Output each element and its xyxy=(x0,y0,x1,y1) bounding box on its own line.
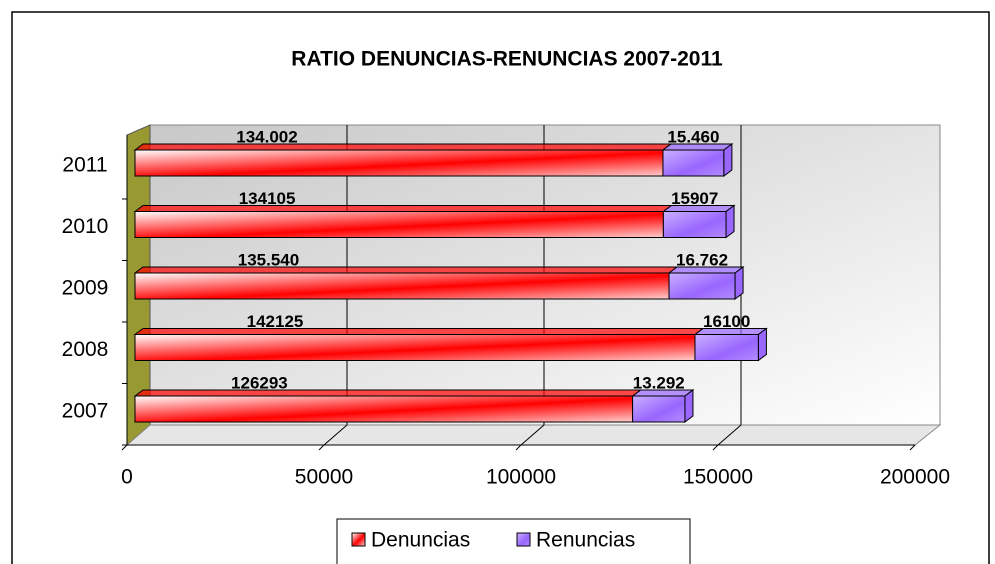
data-label: 16.762 xyxy=(676,250,728,269)
data-label: 142125 xyxy=(247,312,304,331)
data-label: 126293 xyxy=(231,373,288,392)
legend-swatch xyxy=(516,532,531,547)
legend-label: Renuncias xyxy=(536,529,635,552)
x-tick xyxy=(712,444,719,451)
bar xyxy=(662,211,727,238)
bar-end xyxy=(757,327,767,362)
x-tick xyxy=(909,444,916,451)
legend-swatch xyxy=(351,532,366,547)
bar xyxy=(134,211,664,238)
bar xyxy=(632,395,686,423)
grid-line-floor xyxy=(323,424,348,446)
bar-top xyxy=(133,205,673,212)
y-tick-label: 2009 xyxy=(62,277,109,300)
x-tick-label: 150000 xyxy=(683,466,753,489)
x-tick xyxy=(121,444,128,451)
bar xyxy=(694,334,759,361)
grid-line-floor xyxy=(520,424,545,446)
data-label: 134105 xyxy=(239,189,296,208)
bar xyxy=(134,149,664,177)
bar xyxy=(134,334,696,361)
floor xyxy=(125,424,942,446)
x-tick-label: 200000 xyxy=(880,466,950,489)
y-tick-label: 2007 xyxy=(62,400,109,423)
legend-label: Denuncias xyxy=(371,529,470,552)
legend xyxy=(336,518,691,564)
bar xyxy=(134,395,634,423)
bar xyxy=(134,272,670,300)
data-label: 16100 xyxy=(703,312,750,331)
bar-top xyxy=(133,389,643,397)
x-tick xyxy=(318,444,325,451)
x-tick-label: 100000 xyxy=(486,466,556,489)
y-tick-label: 2010 xyxy=(62,215,109,238)
bar-end xyxy=(725,204,735,239)
y-tick-label: 2008 xyxy=(62,338,109,361)
bar-end xyxy=(684,389,694,423)
x-tick-label: 0 xyxy=(121,466,133,489)
x-tick-label: 50000 xyxy=(295,466,353,489)
chart-title: RATIO DENUNCIAS-RENUNCIAS 2007-2011 xyxy=(291,48,723,71)
bar xyxy=(662,149,725,177)
grid-line-floor xyxy=(717,424,742,446)
x-tick xyxy=(515,444,522,451)
bar-end xyxy=(734,266,744,300)
bar-top xyxy=(133,143,673,151)
data-label: 15.460 xyxy=(667,127,719,146)
data-label: 13.292 xyxy=(633,373,685,392)
data-label: 134.002 xyxy=(236,127,297,146)
y-tick-label: 2011 xyxy=(62,154,107,177)
bar xyxy=(668,272,736,300)
bar-top xyxy=(133,266,679,274)
data-label: 15907 xyxy=(671,189,718,208)
data-label: 135.540 xyxy=(238,250,299,269)
bar-top xyxy=(133,328,705,335)
bar-end xyxy=(723,143,733,177)
